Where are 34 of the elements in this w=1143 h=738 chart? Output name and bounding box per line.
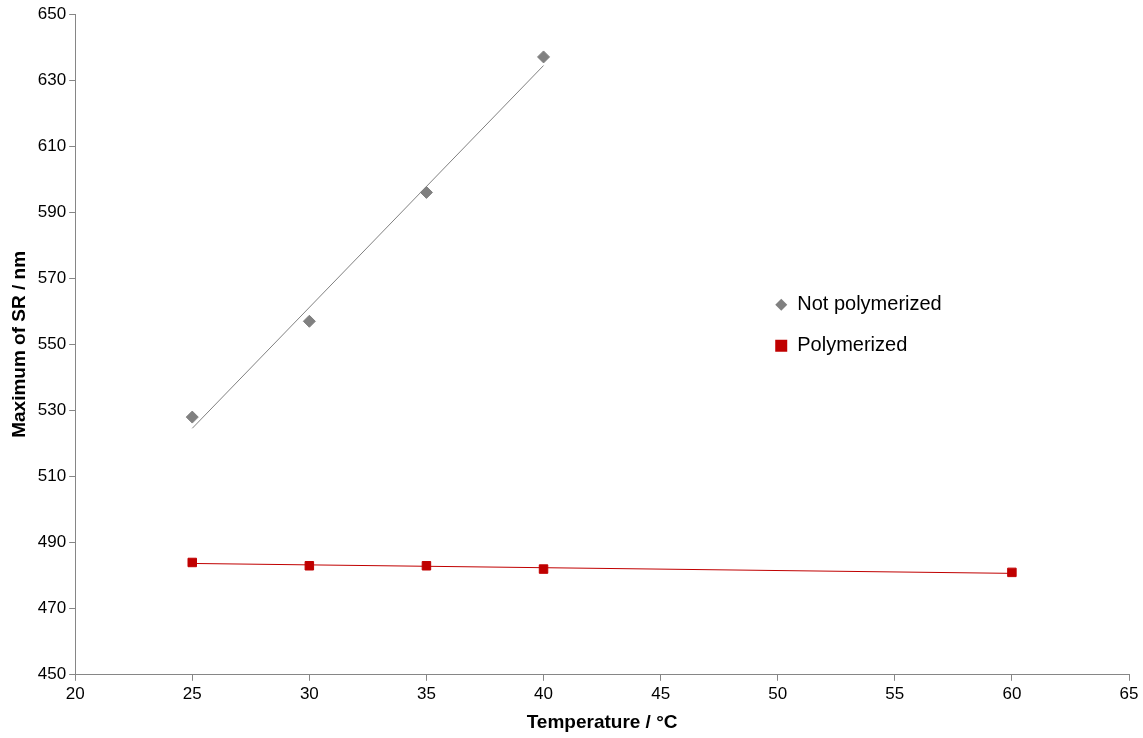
x-tick-label: 35	[416, 683, 436, 703]
y-tick-label: 610	[37, 135, 67, 155]
y-axis-title: Maximum of SR / nm	[7, 250, 29, 438]
point	[421, 561, 432, 571]
point	[185, 410, 199, 424]
point	[538, 564, 549, 574]
x-tick-label: 25	[182, 683, 202, 703]
point	[1007, 567, 1017, 578]
point	[537, 50, 551, 64]
y-tick-label: 530	[37, 400, 67, 420]
y-tick-label: 650	[37, 3, 67, 23]
point	[187, 557, 197, 568]
x-tick-label: 30	[299, 683, 319, 703]
x-axis-title: Temperature / °C	[526, 710, 678, 732]
point	[302, 314, 316, 328]
point	[419, 185, 433, 199]
y-tick-label: 450	[37, 664, 67, 684]
y-tick-label: 570	[37, 268, 67, 288]
y-tick-label: 470	[37, 598, 67, 618]
x-tick-label: 65	[1119, 683, 1139, 703]
x-tick-label: 55	[885, 683, 905, 703]
y-tick-label: 510	[37, 466, 67, 486]
y-tick-label: 490	[37, 532, 67, 552]
point	[304, 561, 315, 571]
y-tick-label: 630	[37, 69, 67, 89]
legend-label: Polymerized	[797, 333, 908, 356]
x-tick-label: 40	[534, 683, 553, 703]
x-tick-label: 60	[1002, 683, 1022, 703]
x-tick-label: 50	[768, 683, 788, 703]
y-tick-label: 590	[37, 201, 67, 221]
y-tick-label: 550	[37, 334, 67, 354]
x-tick-label: 45	[651, 683, 671, 703]
x-tick-label: 20	[65, 683, 85, 703]
legend-label: Not polymerized	[797, 292, 942, 315]
